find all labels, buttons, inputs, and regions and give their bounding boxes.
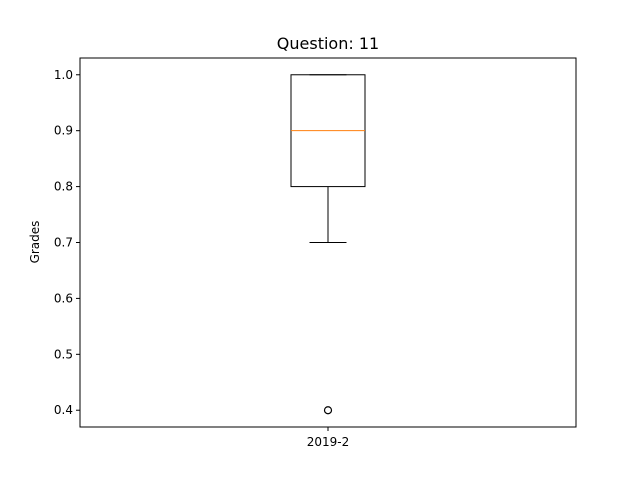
x-axis: 2019-2 bbox=[307, 427, 350, 449]
y-tick-label: 1.0 bbox=[54, 68, 73, 82]
outlier-point bbox=[323, 406, 333, 415]
y-tick-label: 0.7 bbox=[54, 236, 73, 250]
x-tick-label: 2019-2 bbox=[307, 435, 350, 449]
y-tick-label: 0.4 bbox=[54, 403, 73, 417]
chart-title: Question: 11 bbox=[277, 34, 379, 53]
y-tick-label: 0.9 bbox=[54, 124, 73, 138]
y-tick-label: 0.5 bbox=[54, 347, 73, 361]
y-axis-label: Grades bbox=[28, 221, 42, 264]
y-tick-label: 0.8 bbox=[54, 180, 73, 194]
boxes bbox=[290, 74, 366, 415]
y-axis: 0.4 0.5 0.6 0.7 0.8 0.9 1.0 bbox=[54, 68, 80, 417]
y-tick-label: 0.6 bbox=[54, 291, 73, 305]
box-group bbox=[290, 74, 366, 415]
